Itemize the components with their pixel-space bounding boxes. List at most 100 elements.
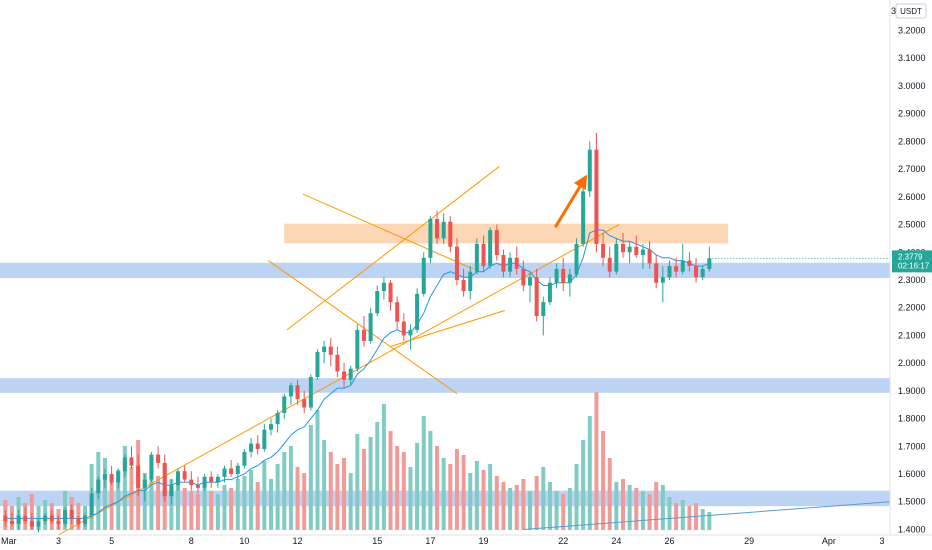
candle-body: [654, 263, 659, 283]
candle-body: [282, 396, 287, 414]
candle-body: [129, 457, 134, 466]
candle-body: [614, 243, 619, 272]
candle-body: [268, 424, 273, 430]
price-tick-label: 2.7000: [898, 164, 926, 174]
candle-body: [302, 399, 307, 408]
candle-body: [501, 255, 506, 272]
price-axis[interactable]: 3.2000 3.1000 3.0000 2.9000 2.8000 2.7000 2.60…: [898, 25, 926, 534]
candle-body: [581, 191, 586, 244]
volume-bar: [454, 449, 459, 530]
candle-body: [528, 277, 533, 286]
moving-average-line: [5, 229, 710, 519]
volume-bar: [508, 488, 513, 530]
time-tick-label: 22: [558, 536, 568, 546]
candle-body: [255, 443, 260, 450]
volume-bar: [674, 503, 679, 530]
volume-bar: [501, 482, 506, 530]
candle-body: [116, 471, 121, 483]
volume-bar: [156, 476, 161, 530]
candle-body: [249, 443, 254, 452]
volume-bar: [660, 485, 665, 530]
candle-body: [481, 243, 486, 267]
arrow-head: [573, 174, 588, 191]
candle-body: [514, 257, 519, 269]
candle-body: [547, 282, 552, 303]
volume-bar: [109, 476, 114, 530]
volume-bar: [355, 434, 360, 530]
candle-body: [680, 260, 685, 272]
candle-body: [428, 218, 433, 258]
volume-bar: [282, 452, 287, 530]
volume-bar: [607, 458, 612, 530]
volume-bar: [601, 431, 606, 530]
candle-body: [415, 293, 420, 330]
candle-body: [169, 485, 174, 497]
candle-body: [9, 521, 14, 524]
price-tick-label: 1.6000: [898, 469, 926, 479]
volume-bar: [561, 494, 566, 530]
candle-body: [209, 476, 214, 483]
volume-bar: [302, 473, 307, 530]
arrow-shaft: [553, 185, 582, 229]
volume-bar: [541, 467, 546, 530]
candle-body: [69, 510, 74, 519]
volume-bar: [116, 470, 121, 530]
volume-bar: [368, 437, 373, 530]
candle-body: [342, 371, 347, 380]
trend-line: [268, 260, 458, 395]
volume-bar: [29, 494, 34, 530]
volume-bar: [707, 512, 712, 530]
candle-body: [295, 385, 300, 400]
candle-body: [627, 246, 632, 253]
volume-bar: [461, 455, 466, 530]
volume-bar: [149, 455, 154, 530]
candle-body: [49, 515, 54, 522]
trendline-drawings: [58, 165, 891, 536]
candle-body: [375, 291, 380, 314]
time-tick-label: 10: [239, 536, 249, 546]
time-axis[interactable]: Mar 3 5 8 10 12 15 17 19 22 24 26 29 Apr 3: [1, 536, 885, 546]
candle-body: [83, 515, 88, 524]
volume-bar: [534, 476, 539, 530]
candle-body: [640, 249, 645, 256]
candle-body: [288, 385, 293, 397]
volume-bars: [3, 392, 712, 530]
volume-bar: [375, 422, 380, 530]
volume-bar: [488, 464, 493, 530]
current-price-tag: 2.3779 02:16:17: [892, 250, 932, 273]
candle-body: [89, 493, 94, 516]
candle-body: [561, 268, 566, 283]
volume-bar: [448, 464, 453, 530]
volume-bar: [388, 431, 393, 530]
candle-body: [554, 268, 559, 283]
candle-body: [521, 268, 526, 286]
candle-body: [687, 260, 692, 267]
candle-body: [660, 277, 665, 283]
candle-body: [335, 354, 340, 372]
long-trend-line: [523, 501, 891, 530]
price-tick-label: 2.6000: [898, 192, 926, 202]
candle-body: [395, 302, 400, 322]
volume-bar: [222, 485, 227, 530]
volume-bar: [614, 482, 619, 530]
volume-bar: [421, 416, 426, 530]
candle-body: [508, 257, 513, 272]
currency-label: USDT: [900, 7, 922, 16]
volume-bar: [474, 461, 479, 530]
candle-body: [275, 413, 280, 425]
candle-body: [235, 465, 240, 475]
volume-bar: [182, 488, 187, 530]
volume-bar: [268, 479, 273, 530]
volume-bar: [361, 449, 366, 530]
volume-bar: [528, 491, 533, 530]
volume-bar: [654, 482, 659, 530]
currency-badge[interactable]: [895, 3, 927, 19]
candle-body: [408, 329, 413, 336]
volume-bar: [687, 506, 692, 530]
candle-body: [634, 246, 639, 256]
candle-body: [541, 302, 546, 317]
price-tick-label: 2.2000: [898, 303, 926, 313]
time-tick-label: 3: [880, 536, 885, 546]
price-tick-label: 1.8000: [898, 414, 926, 424]
